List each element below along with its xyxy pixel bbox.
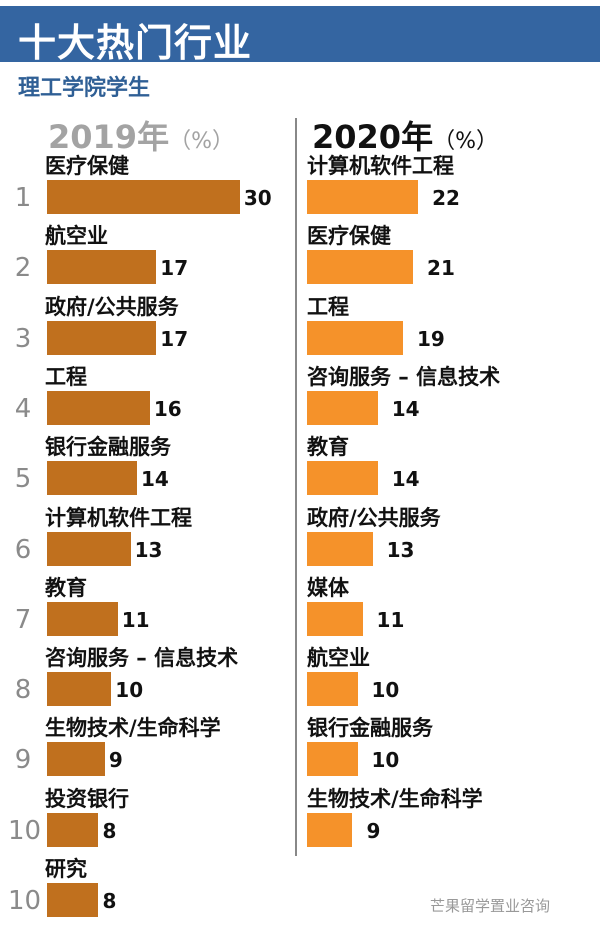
data-label: 9 [366,818,381,843]
category-label: 航空业 [307,646,370,671]
data-label: 16 [153,396,182,421]
unit-2020: （%） [433,129,498,154]
year-2019-title: 2019年 [48,118,170,156]
bar [47,601,118,636]
data-label: 8 [102,818,117,843]
data-label: 14 [391,467,420,492]
data-label: 11 [376,607,405,632]
bar [47,883,99,917]
bar [47,461,138,496]
data-label: 10 [371,678,400,703]
data-label: 13 [134,537,163,562]
bar [47,250,157,285]
year-2019-heading: 2019年（%） [48,112,234,158]
data-label: 17 [160,256,189,281]
data-label: 11 [121,607,150,632]
header-bar: 十大热门行业 [0,6,600,65]
bar [47,742,105,777]
category-label: 研究 [45,857,87,881]
category-label: 医疗保健 [307,224,391,249]
rank-number: 5 [14,464,32,495]
category-label: 工程 [45,364,87,389]
data-label: 9 [108,748,123,773]
data-label: 14 [141,467,169,492]
category-label: 医疗保健 [45,154,129,178]
rank-number: 10 [8,815,42,846]
rank-number: 7 [14,604,32,635]
data-label: 21 [427,256,455,281]
category-label: 银行金融服务 [307,716,433,741]
data-label: 8 [102,889,117,913]
category-label: 政府/公共服务 [45,294,179,319]
data-label: 10 [115,678,144,703]
rank-number: 6 [14,534,32,565]
bar [307,390,378,425]
rank-number: 3 [14,323,32,354]
data-label: 10 [371,748,400,773]
category-label: 银行金融服务 [45,435,171,460]
bar [307,250,414,285]
watermark: 芒果留学置业咨询 [430,897,551,915]
data-label: 13 [386,537,415,562]
bar [47,812,99,847]
rank-number: 9 [14,745,32,776]
data-label: 22 [432,186,460,210]
data-label: 14 [391,396,420,421]
bar [47,531,131,566]
category-label: 生物技术/生命科学 [45,716,221,741]
category-label: 工程 [307,294,349,319]
category-label: 媒体 [307,575,349,600]
bar [307,461,378,496]
rank-number: 2 [14,253,32,284]
bar [47,180,240,214]
bar [307,601,363,636]
rank-number: 4 [14,393,32,424]
bar [307,531,373,566]
bar [307,742,358,777]
unit-2019: （%） [169,129,234,154]
category-label: 政府/公共服务 [307,505,441,530]
year-2020-title: 2020年 [312,118,434,156]
category-label: 教育 [45,575,87,600]
bar [47,390,150,425]
category-label: 咨询服务 – 信息技术 [45,646,239,671]
rank-number: 10 [8,886,42,916]
column-divider [295,118,297,856]
data-label: 17 [160,326,189,351]
category-label: 计算机软件工程 [307,154,454,178]
category-label: 生物技术/生命科学 [307,786,483,811]
subtitle: 理工学院学生 [18,76,151,101]
category-label: 咨询服务 – 信息技术 [307,364,501,389]
year-2020-heading: 2020年（%） [312,112,498,158]
category-label: 航空业 [45,224,108,249]
data-label: 19 [416,326,445,351]
category-label: 教育 [307,435,349,460]
bar [307,812,353,847]
bar [307,672,358,707]
data-label: 30 [243,186,272,210]
category-label: 计算机软件工程 [45,505,192,530]
page-title: 十大热门行业 [18,21,253,65]
bar [47,672,112,707]
bar [47,320,157,355]
category-label: 投资银行 [45,786,129,811]
bar [307,320,403,355]
bar [307,180,419,214]
rank-number: 1 [14,183,32,213]
rank-number: 8 [14,675,32,706]
